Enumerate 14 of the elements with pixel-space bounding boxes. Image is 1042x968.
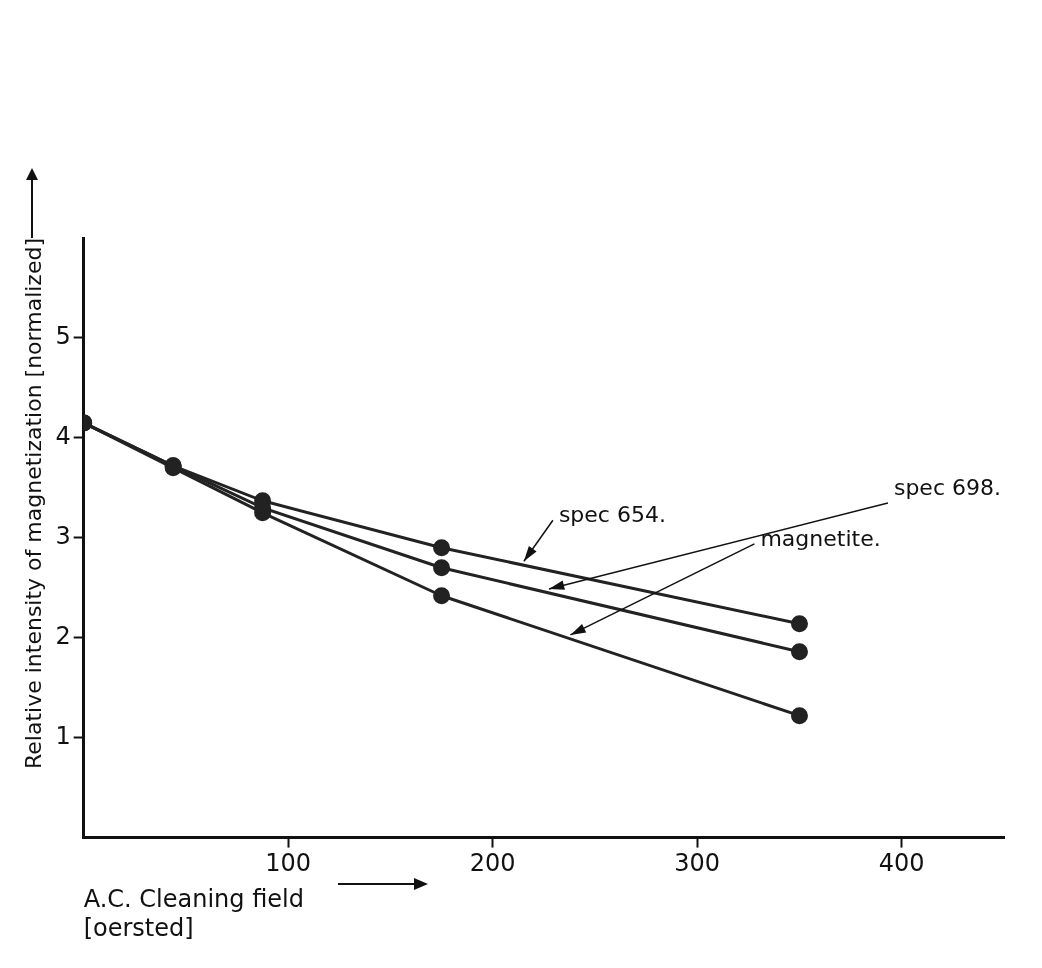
x-tick-label: 400	[878, 849, 925, 878]
text: spec 698.	[893, 474, 1001, 500]
y-tick-label: 3	[55, 522, 71, 551]
x-tick-label: 300	[674, 849, 721, 878]
y-axis-title: Relative intensity of magnetization [normalized]	[20, 238, 46, 769]
x-axis-title: A.C. Cleaning field [oersted]	[83, 885, 304, 942]
x-tick-label: 100	[265, 849, 312, 878]
y-tick-label: 4	[55, 422, 71, 451]
text: magnetite.	[760, 525, 881, 551]
y-tick-label: 1	[55, 721, 71, 750]
text: spec 654.	[558, 501, 666, 527]
x-tick-label: 200	[469, 849, 516, 878]
y-tick-label: 5	[55, 322, 71, 351]
y-tick-label: 2	[55, 621, 71, 650]
